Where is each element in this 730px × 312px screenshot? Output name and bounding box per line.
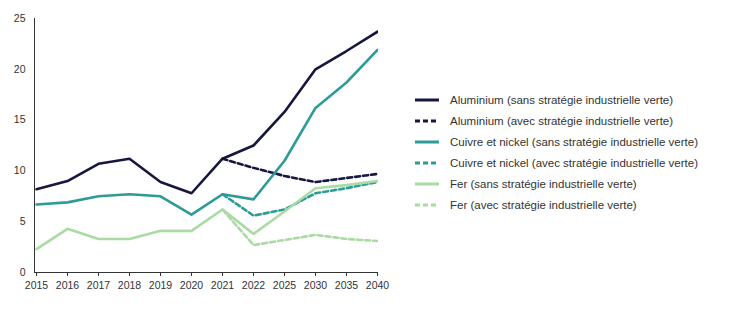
html-text:Cuivre et nickel (avec stratég: Cuivre et nickel (avec stratégie industr… bbox=[450, 156, 698, 169]
svg-text:25: 25 bbox=[14, 12, 26, 24]
svg-text:0: 0 bbox=[20, 266, 26, 278]
svg-text:2017: 2017 bbox=[87, 279, 111, 291]
svg-text:15: 15 bbox=[14, 113, 26, 125]
svg-text:20: 20 bbox=[14, 63, 26, 75]
html-text:Aluminium (sans stratégie indu: Aluminium (sans stratégie industrielle v… bbox=[450, 93, 674, 106]
svg-text:2040: 2040 bbox=[366, 279, 390, 291]
svg-text:2020: 2020 bbox=[180, 279, 204, 291]
svg-text:2030: 2030 bbox=[304, 279, 328, 291]
html-text:Aluminium (avec stratégie indu: Aluminium (avec stratégie industrielle v… bbox=[450, 114, 674, 127]
svg-text:2015: 2015 bbox=[25, 279, 49, 291]
html-text:Fer (sans stratégie industriel: Fer (sans stratégie industrielle verte) bbox=[450, 177, 637, 190]
svg-text:2019: 2019 bbox=[149, 279, 173, 291]
html-text:Fer (avec stratégie industriel: Fer (avec stratégie industrielle verte) bbox=[450, 198, 637, 211]
html-text:Cuivre et nickel (sans stratég: Cuivre et nickel (sans stratégie industr… bbox=[450, 135, 698, 148]
svg-text:2022: 2022 bbox=[242, 279, 266, 291]
svg-text:2021: 2021 bbox=[211, 279, 235, 291]
svg-text:5: 5 bbox=[20, 215, 26, 227]
svg-text:2035: 2035 bbox=[335, 279, 359, 291]
svg-text:2018: 2018 bbox=[118, 279, 142, 291]
svg-text:10: 10 bbox=[14, 164, 26, 176]
svg-text:2025: 2025 bbox=[273, 279, 297, 291]
svg-text:2016: 2016 bbox=[56, 279, 80, 291]
